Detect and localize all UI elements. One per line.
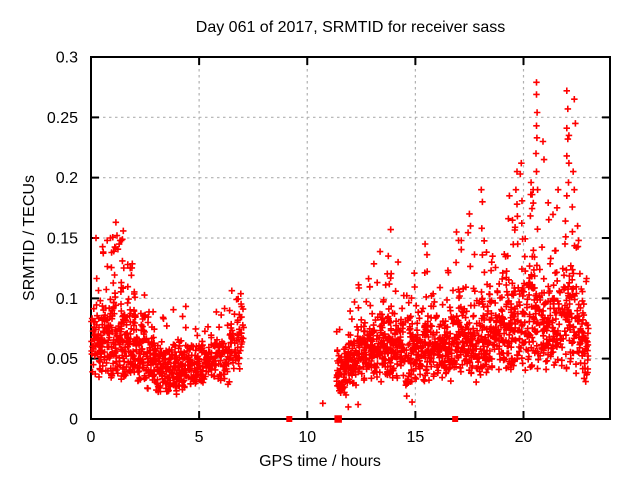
y-tick-label: 0.3 <box>56 50 78 67</box>
chart-title: Day 061 of 2017, SRMTID for receiver sas… <box>195 19 506 36</box>
axis-zero-marker <box>286 416 293 422</box>
y-tick-label: 0.15 <box>47 231 78 248</box>
y-tick-label: 0.2 <box>56 170 78 187</box>
scatter-points <box>88 79 592 411</box>
x-tick-label: 15 <box>406 429 424 446</box>
x-tick-label: 0 <box>87 429 96 446</box>
x-tick-label: 10 <box>298 429 316 446</box>
x-axis-label: GPS time / hours <box>259 453 381 470</box>
y-tick-label: 0.25 <box>47 110 78 127</box>
y-tick-label: 0 <box>69 412 78 429</box>
x-tick-label: 20 <box>515 429 533 446</box>
y-tick-label: 0.05 <box>47 351 78 368</box>
axis-zero-marker <box>452 416 459 422</box>
axis-zero-marker <box>334 415 342 423</box>
plot-border <box>90 56 611 420</box>
y-tick-label: 0.1 <box>56 291 78 308</box>
x-tick-label: 5 <box>195 429 204 446</box>
